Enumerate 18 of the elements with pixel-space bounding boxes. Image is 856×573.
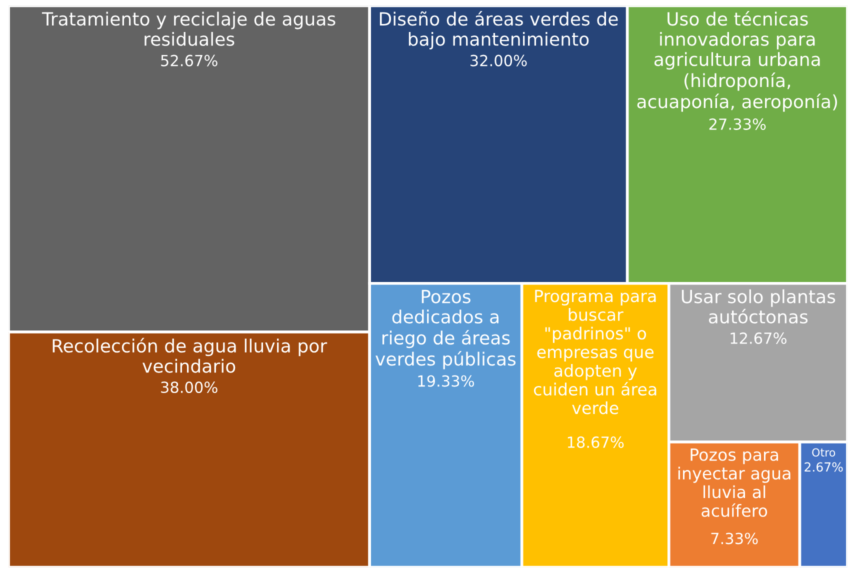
data-label: 2.67%: [804, 462, 843, 472]
category-label: Programa para buscar "padrinos" o empresas que adopten y cuiden un área verde: [534, 290, 656, 414]
data-label: 12.67%: [730, 332, 786, 344]
data-label: 38.00%: [161, 381, 218, 394]
category-label: Uso de técnicas innovadoras para agricultura urbana (hidroponía, acuaponía, aeroponía): [637, 11, 837, 112]
category-label: Recolección de agua lluvia por vecindario: [52, 338, 328, 373]
data-label: 32.00%: [470, 54, 527, 66]
data-label: 19.33%: [418, 375, 474, 387]
category-label: Tratamiento y reciclaje de aguas residuales: [42, 12, 336, 46]
category-label: Pozos para inyectar agua lluvia al acuífero: [678, 448, 790, 517]
data-label: 7.33%: [711, 532, 758, 544]
category-label: Diseño de áreas verdes de bajo mantenimiento: [380, 11, 618, 50]
category-label: Pozos dedicados a riego de áreas verdes públicas: [376, 290, 516, 370]
data-label: 52.67%: [161, 54, 218, 66]
category-label: Otro: [812, 448, 836, 457]
data-label: 18.67%: [568, 436, 624, 448]
data-label: 27.33%: [709, 118, 766, 130]
category-label: Usar solo plantas autóctonas: [682, 289, 836, 324]
